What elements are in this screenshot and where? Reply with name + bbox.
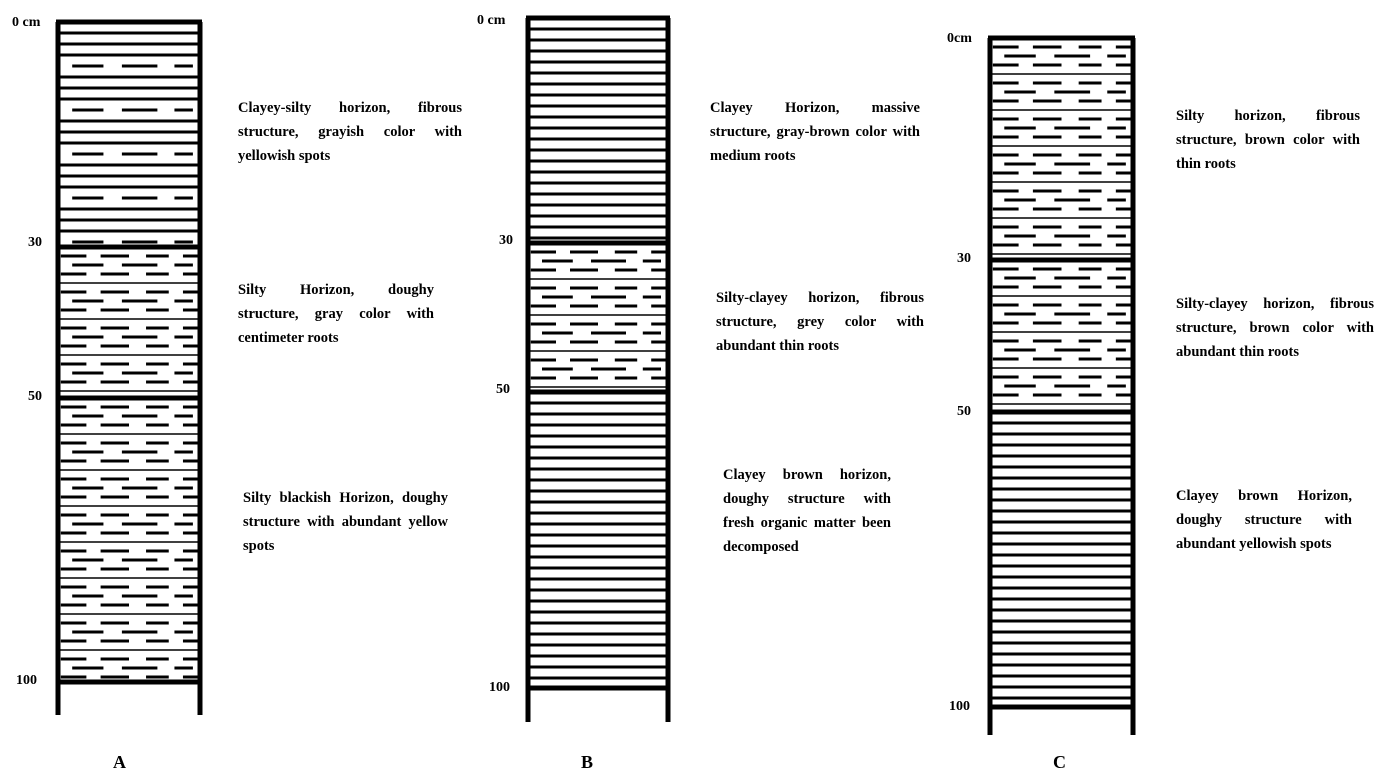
depth-label: 30 [957, 251, 971, 266]
depth-label: 30 [499, 233, 513, 248]
depth-label: 0 cm [477, 13, 506, 28]
horizon-description: Clayey Horizon, massive structure, gray-… [710, 100, 920, 164]
depth-label: 50 [957, 404, 971, 419]
depth-label: 100 [489, 680, 510, 695]
horizon-description: Silty-clayey horizon, fibrous structure,… [1176, 296, 1374, 360]
depth-label: 100 [949, 699, 970, 714]
depth-label: 0cm [947, 31, 972, 46]
horizon-description: Silty Horizon, doughy structure, gray co… [238, 282, 434, 346]
depth-label: 50 [28, 389, 42, 404]
profile-label: C [1053, 752, 1066, 772]
depth-label: 50 [496, 382, 510, 397]
horizon-description: Silty blackish Horizon, doughy structure… [243, 490, 448, 554]
horizon-description: Clayey brown horizon, doughy structure w… [723, 467, 891, 555]
horizon-description: Clayey brown Horizon, doughy structure w… [1176, 488, 1352, 552]
depth-label: 0 cm [12, 15, 41, 30]
depth-label: 30 [28, 235, 42, 250]
horizon-description: Silty horizon, fibrous structure, brown … [1176, 108, 1360, 172]
horizon-description: Silty-clayey horizon, fibrous structure,… [716, 290, 924, 354]
profile-label: B [581, 752, 594, 772]
depth-label: 100 [16, 673, 37, 688]
profile-label: A [113, 752, 126, 772]
horizon-description: Clayey-silty horizon, fibrous structure,… [238, 100, 462, 164]
